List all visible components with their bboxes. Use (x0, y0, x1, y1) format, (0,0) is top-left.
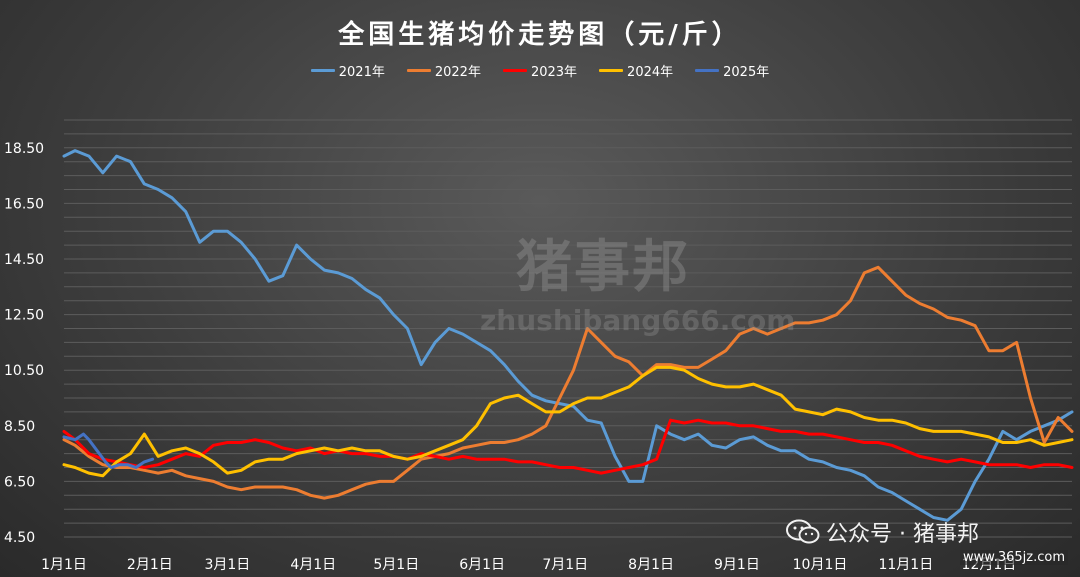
legend-swatch (406, 69, 431, 72)
series-line-2024年 (62, 365, 1074, 478)
x-tick-label: 7月1日 (542, 557, 588, 573)
x-tick-label: 6月1日 (459, 557, 505, 573)
legend-item: 2023年 (502, 61, 578, 80)
wechat-account-tag: 公众号 · 猪事邦 (786, 516, 979, 548)
y-tick-label: 10.50 (4, 363, 44, 379)
x-tick-label: 4月1日 (290, 557, 336, 573)
watermark-url: zhushibang666.com (480, 304, 796, 337)
y-tick-label: 18.50 (4, 141, 44, 157)
legend-item: 2021年 (310, 61, 385, 80)
legend-swatch (310, 69, 335, 72)
series-line-2023年 (62, 418, 1074, 475)
chart-title: 全国生猪均价走势图（元/斤） (338, 20, 742, 50)
y-tick-label: 14.50 (4, 252, 44, 268)
y-tick-label: 8.50 (4, 419, 35, 435)
legend-swatch (502, 69, 527, 72)
wechat-account-label: 公众号 · 猪事邦 (826, 522, 979, 547)
x-tick-label: 11月1日 (878, 557, 933, 573)
wechat-icon (786, 519, 820, 544)
legend-item: 2022年 (406, 61, 481, 80)
legend-swatch (599, 69, 624, 72)
site-watermark: www.365jz.com (960, 550, 1068, 565)
x-tick-label: 2月1日 (127, 557, 173, 573)
legend-item: 2025年 (695, 61, 769, 80)
chart-legend: 2021年 2022年 2023年 2024年 2025年 (0, 61, 1080, 80)
y-tick-label: 6.50 (4, 474, 35, 490)
x-tick-label: 5月1日 (373, 557, 419, 573)
x-tick-label: 3月1日 (204, 557, 250, 573)
series-line-2022年 (62, 265, 1074, 500)
y-tick-label: 16.50 (4, 196, 44, 212)
watermark-brand: 猪事邦 (516, 235, 690, 300)
legend-swatch (695, 69, 720, 72)
legend-label: 2023年 (530, 65, 578, 80)
legend-label: 2021年 (338, 65, 385, 80)
legend-label: 2025年 (723, 65, 770, 80)
legend-item: 2024年 (599, 61, 673, 80)
x-tick-label: 8月1日 (628, 557, 674, 573)
x-tick-label: 9月1日 (714, 557, 760, 573)
legend-label: 2024年 (627, 65, 674, 80)
series-line-2025年 (62, 432, 155, 469)
x-tick-label: 1月1日 (41, 557, 87, 573)
y-tick-label: 12.50 (4, 308, 44, 324)
legend-label: 2022年 (434, 65, 481, 80)
series-line-2021年 (62, 149, 1074, 522)
y-tick-label: 4.50 (4, 530, 35, 546)
x-tick-label: 10月1日 (793, 557, 848, 573)
